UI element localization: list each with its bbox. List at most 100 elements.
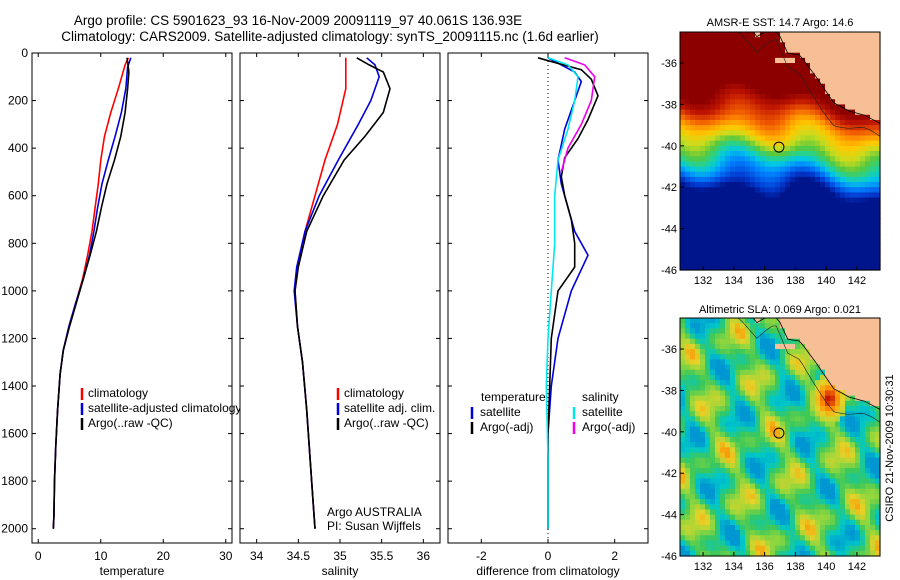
map-cell (795, 354, 801, 360)
map-cell (835, 73, 841, 80)
map-cell (800, 78, 806, 85)
map-cell (840, 249, 846, 256)
map-cell (750, 354, 756, 360)
map-cell (690, 333, 696, 340)
map-cell (855, 197, 861, 204)
map-cell (705, 202, 711, 209)
map-cell (790, 171, 796, 178)
map-cell (800, 545, 806, 552)
map-cell (805, 37, 811, 43)
map-cell (750, 364, 756, 371)
map-cell (710, 114, 716, 121)
map-cell (705, 473, 711, 479)
map-cell (825, 161, 831, 168)
map-cell (820, 431, 826, 438)
map-cell (790, 83, 796, 90)
map-cell (680, 42, 686, 49)
map-cell (780, 437, 786, 443)
map-cell (680, 52, 686, 59)
map-cell (705, 223, 711, 230)
map-cell (850, 42, 856, 49)
map-cell (795, 135, 801, 142)
map-cell (760, 94, 766, 100)
map-cell (685, 519, 691, 526)
map-cell (810, 488, 816, 495)
map-cell (780, 431, 786, 438)
map-cell (830, 63, 836, 69)
map-cell (760, 509, 766, 516)
map-cell (855, 483, 861, 490)
map-cell (800, 37, 806, 43)
map-cell (775, 447, 781, 454)
map-cell (695, 468, 701, 474)
map-cell (835, 94, 841, 100)
map-cell (855, 125, 861, 131)
map-cell (705, 395, 711, 402)
map-cell (740, 437, 746, 443)
map-cell (710, 42, 716, 49)
map-cell (725, 514, 731, 521)
map-cell (780, 176, 786, 183)
map-cell (810, 135, 816, 142)
map-cell (720, 166, 726, 173)
map-cell (740, 514, 746, 521)
map-cell (840, 535, 846, 542)
map-cell (825, 457, 831, 464)
map-cell (865, 187, 871, 193)
map-cell (755, 166, 761, 173)
map-cell (705, 161, 711, 168)
map-cell (680, 130, 686, 137)
map-cell (875, 57, 881, 64)
plot-frame (239, 52, 441, 544)
map-cell (785, 156, 791, 162)
map-cell (870, 400, 876, 407)
map-cell (800, 109, 806, 116)
map-cell (780, 416, 786, 423)
map-cell (695, 473, 701, 479)
map-cell (820, 32, 826, 38)
map-cell (840, 238, 846, 245)
map-cell (695, 125, 701, 131)
map-cell (835, 223, 841, 230)
map-cell (720, 478, 726, 485)
map-cell (695, 545, 701, 552)
map-cell (835, 499, 841, 505)
map-cell (780, 187, 786, 193)
map-cell (685, 78, 691, 85)
map-cell (795, 359, 801, 366)
map-cell (825, 94, 831, 100)
map-cell (790, 509, 796, 516)
map-cell (805, 47, 811, 54)
map-cell (875, 145, 881, 152)
map-cell (715, 37, 721, 43)
map-cell (825, 333, 831, 340)
map-cell (850, 99, 856, 106)
map-cell (730, 369, 736, 376)
map-cell (725, 125, 731, 131)
map-cell (850, 349, 856, 355)
map-cell (710, 259, 716, 266)
map-cell (830, 504, 836, 511)
map-cell (830, 359, 836, 366)
map-cell (800, 333, 806, 340)
map-cell (725, 151, 731, 157)
map-cell (745, 151, 751, 157)
map-cell (685, 530, 691, 536)
map-cell (825, 145, 831, 152)
map-cell (745, 109, 751, 116)
map-cell (785, 421, 791, 428)
map-cell (860, 32, 866, 38)
map-cell (735, 259, 741, 266)
map-cell (860, 47, 866, 54)
map-cell (760, 400, 766, 407)
map-cell (785, 83, 791, 90)
map-cell (820, 151, 826, 157)
map-cell (815, 493, 821, 500)
map-cell (875, 338, 881, 345)
map-cell (700, 349, 706, 355)
map-cell (735, 47, 741, 54)
map-cell (815, 94, 821, 100)
map-cell (815, 83, 821, 90)
map-cell (760, 213, 766, 219)
map-cell (755, 94, 761, 100)
